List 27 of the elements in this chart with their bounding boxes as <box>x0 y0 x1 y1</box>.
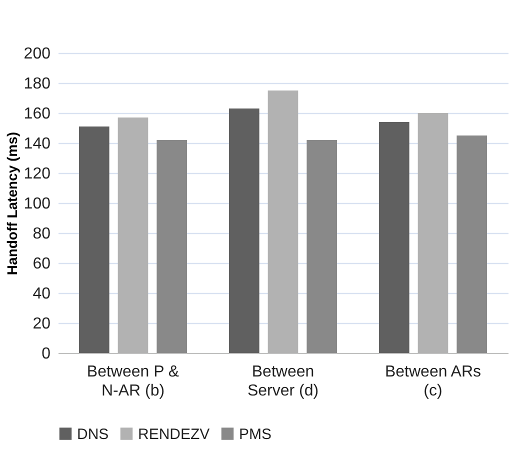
legend-label: DNS <box>77 426 109 443</box>
bar <box>268 90 298 353</box>
y-tick-label: 140 <box>24 136 51 152</box>
bar <box>118 118 148 353</box>
x-tick-label: Between P & N-AR (b) <box>86 364 180 400</box>
y-tick-label: 100 <box>24 196 51 212</box>
bar <box>456 136 487 353</box>
bar <box>379 122 410 353</box>
x-tick-label: Between Server (d) <box>247 364 319 400</box>
bar <box>306 140 337 353</box>
legend-label: PMS <box>239 426 272 443</box>
y-axis-title: Handoff Latency (ms) <box>4 132 20 276</box>
y-tick-label: 20 <box>32 316 51 332</box>
y-tick-label: 120 <box>24 166 51 182</box>
y-tick-label: 40 <box>32 286 51 302</box>
x-tick-label: Between ARs (c) <box>384 364 482 400</box>
y-tick-label: 0 <box>42 346 51 362</box>
y-tick-label: 200 <box>24 46 51 62</box>
y-tick-label: 60 <box>32 256 51 272</box>
bar <box>79 126 110 353</box>
y-tick-label: 160 <box>24 106 51 122</box>
bar <box>418 113 448 353</box>
bar <box>229 108 260 353</box>
bar <box>156 140 187 353</box>
y-tick-label: 80 <box>32 226 51 242</box>
y-tick-label: 180 <box>24 76 51 92</box>
legend-label: RENDEZV <box>138 426 210 443</box>
